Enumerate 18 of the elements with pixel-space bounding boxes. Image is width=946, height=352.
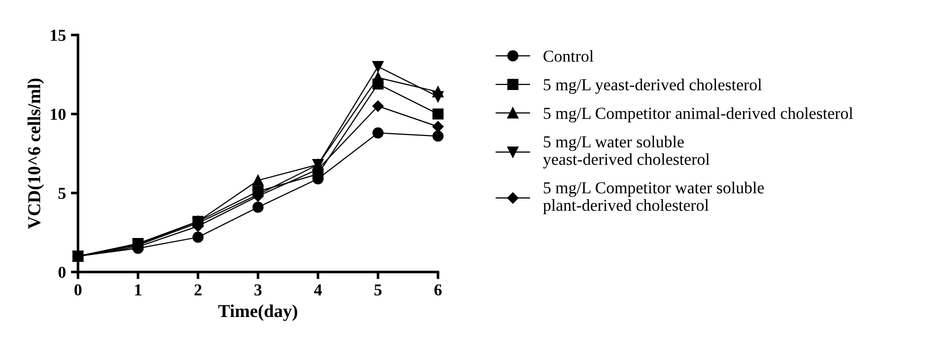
y-tick-label: 15: [50, 30, 66, 41]
x-tick-label: 0: [74, 284, 82, 296]
x-tick-label: 1: [135, 284, 142, 296]
legend-label: 5 mg/L yeast-derived cholesterol: [544, 78, 762, 94]
y-tick-label: 0: [58, 266, 66, 278]
x-tick-label: 5: [374, 284, 382, 296]
legend-label: 5 mg/L Competitor water soluble plant-derived cholesterol: [543, 182, 764, 214]
y-axis-title: VCD(10^6 cells/ml): [28, 78, 44, 229]
x-axis-title: Time(day): [218, 304, 298, 321]
x-tick-label: 3: [254, 284, 262, 296]
y-tick-label: 5: [58, 188, 66, 199]
legend-label: 5 mg/L water soluble yeast-derived cholesterol: [543, 136, 710, 168]
x-tick-label: 6: [434, 284, 442, 296]
legend-label: Control: [544, 50, 594, 62]
y-tick-label: 10: [50, 108, 66, 120]
x-tick-label: 4: [314, 284, 322, 296]
legend-label: 5 mg/L Competitor animal-derived cholesterol: [544, 107, 853, 122]
x-tick-label: 2: [194, 284, 202, 296]
